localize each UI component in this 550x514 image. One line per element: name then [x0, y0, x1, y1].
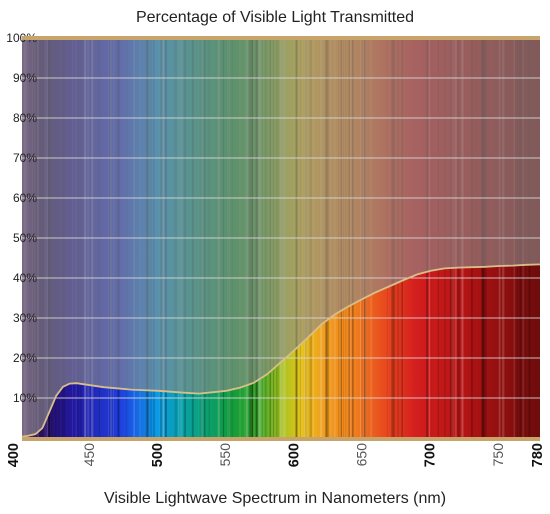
y-tick-labels: 10% 20% 30% 40% 50% 60% 70% 80% 90% 100%	[6, 31, 37, 405]
x-tick-label: 600	[286, 443, 302, 467]
x-tick-label: 500	[150, 443, 166, 467]
x-tick-labels: 400 450 500 550 600 650 700 750 780	[6, 443, 546, 467]
x-tick-label: 550	[217, 443, 233, 467]
frame-bottom	[22, 437, 540, 441]
y-tick-label: 100%	[6, 31, 37, 45]
y-tick-label: 20%	[13, 351, 37, 365]
x-tick-label: 780	[530, 443, 546, 467]
y-tick-label: 10%	[13, 391, 37, 405]
x-tick-label: 400	[6, 443, 22, 467]
x-tick-label: 700	[423, 443, 439, 467]
x-tick-label: 450	[81, 443, 97, 467]
untransmitted-veil	[22, 38, 540, 437]
y-tick-label: 90%	[13, 71, 37, 85]
y-tick-label: 70%	[13, 151, 37, 165]
y-tick-label: 80%	[13, 111, 37, 125]
plot-area	[22, 38, 540, 438]
frame-top	[22, 36, 540, 40]
series-line	[22, 263, 540, 438]
grid-lines	[22, 77, 540, 399]
plot-frame	[22, 36, 540, 441]
y-tick-label: 60%	[13, 191, 37, 205]
x-axis-label: Visible Lightwave Spectrum in Nanometers…	[104, 490, 446, 507]
y-tick-label: 40%	[13, 271, 37, 285]
x-tick-label: 750	[490, 443, 506, 467]
x-tick-label: 650	[354, 443, 370, 467]
chart-title: Percentage of Visible Light Transmitted	[136, 9, 414, 26]
y-tick-label: 50%	[13, 231, 37, 245]
y-tick-label: 30%	[13, 311, 37, 325]
